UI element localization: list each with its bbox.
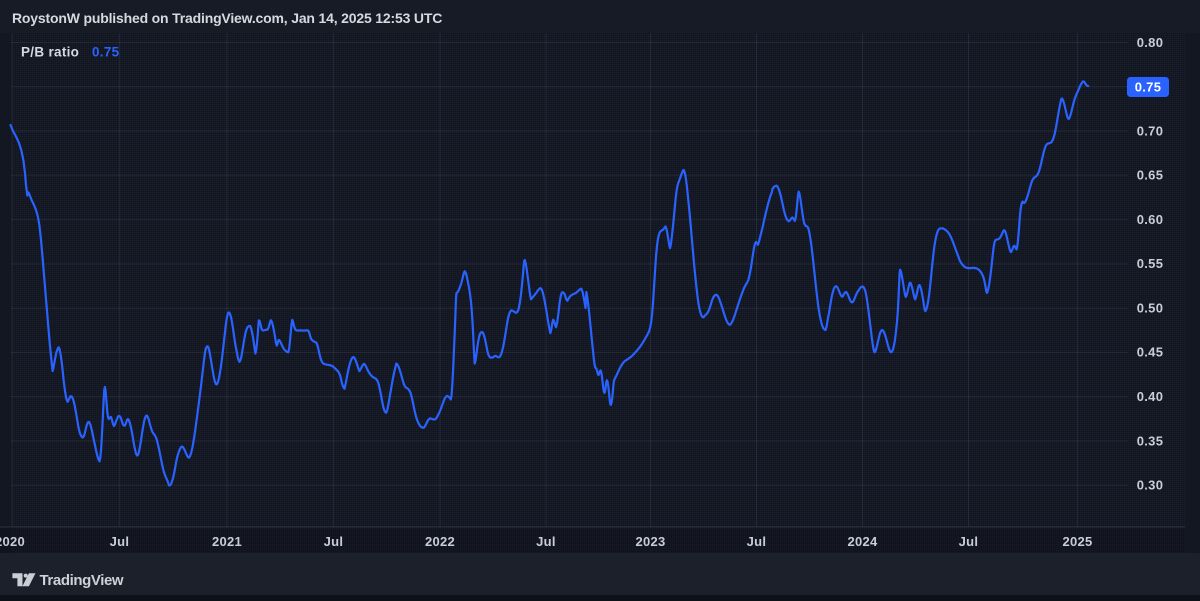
svg-text:2024: 2024 <box>847 534 878 549</box>
svg-text:0.35: 0.35 <box>1137 433 1164 448</box>
svg-text:0.45: 0.45 <box>1137 345 1164 360</box>
svg-text:0.80: 0.80 <box>1137 35 1164 50</box>
svg-text:P/B ratio: P/B ratio <box>21 45 79 60</box>
svg-text:2020: 2020 <box>0 534 25 549</box>
svg-text:0.55: 0.55 <box>1137 256 1164 271</box>
svg-text:0.65: 0.65 <box>1137 168 1164 183</box>
svg-text:TradingView: TradingView <box>40 572 124 589</box>
svg-text:0.40: 0.40 <box>1137 389 1164 404</box>
svg-text:0.50: 0.50 <box>1137 301 1164 316</box>
svg-text:0.75: 0.75 <box>92 45 120 60</box>
svg-text:0.60: 0.60 <box>1137 212 1164 227</box>
svg-text:0.75: 0.75 <box>1135 79 1162 94</box>
svg-text:2022: 2022 <box>425 534 455 549</box>
svg-text:0.70: 0.70 <box>1137 123 1164 138</box>
svg-text:Jul: Jul <box>324 534 344 549</box>
svg-text:2023: 2023 <box>635 534 665 549</box>
svg-text:RoystonW published on TradingV: RoystonW published on TradingView.com, J… <box>12 10 442 26</box>
svg-text:2021: 2021 <box>212 534 242 549</box>
svg-text:Jul: Jul <box>959 534 979 549</box>
svg-text:Jul: Jul <box>747 534 767 549</box>
svg-text:Jul: Jul <box>536 534 556 549</box>
svg-text:0.30: 0.30 <box>1137 478 1164 493</box>
svg-text:2025: 2025 <box>1062 534 1092 549</box>
svg-text:Jul: Jul <box>110 534 130 549</box>
